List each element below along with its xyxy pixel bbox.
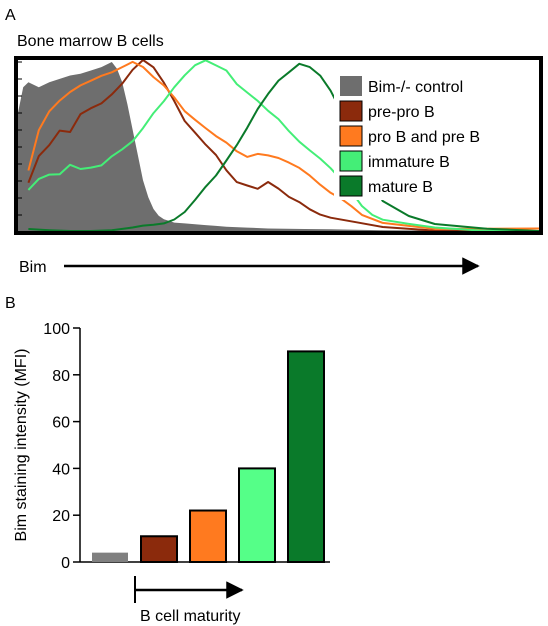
legend-label-bim-control: Bim-/- control bbox=[368, 79, 463, 96]
legend-swatch-pre-pro-b bbox=[339, 100, 363, 122]
histogram-frame bbox=[14, 56, 543, 235]
bar-immature-b bbox=[238, 467, 276, 563]
bar-y-tick-label: 100 bbox=[43, 321, 70, 338]
legend-background bbox=[334, 70, 524, 200]
legend-label-mature-b: mature B bbox=[368, 179, 433, 196]
panel-b-letter: B bbox=[5, 295, 16, 312]
series-immature-b bbox=[27, 59, 539, 232]
legend-swatch-immature-b bbox=[339, 150, 363, 172]
legend-swatch-mature-b bbox=[339, 175, 363, 197]
bar-y-tick-label: 80 bbox=[52, 368, 70, 385]
bar-y-axis-label: Bim staining intensity (MFI) bbox=[13, 349, 30, 542]
legend-label-pro-b-and-pre-b: pro B and pre B bbox=[368, 129, 480, 146]
bar-y-tick-label: 60 bbox=[52, 415, 70, 432]
bar-y-tick-label: 20 bbox=[52, 508, 70, 525]
bar-bim-control bbox=[92, 552, 128, 562]
series-bim-control bbox=[18, 62, 539, 231]
bar-pro-b-and-pre-b bbox=[189, 509, 227, 563]
legend-label-immature-b: immature B bbox=[368, 154, 450, 171]
histogram-legend: Bim-/- control pre-pro B pro B and pre B im… bbox=[334, 70, 524, 200]
panel-a-title: Bone marrow B cells bbox=[17, 33, 164, 50]
series-pre-pro-b bbox=[27, 59, 539, 232]
legend-label-pre-pro-b: pre-pro B bbox=[368, 104, 435, 121]
bar-pre-pro-b bbox=[140, 535, 178, 564]
panel-a-letter: A bbox=[5, 7, 16, 24]
bar-x-axis-label: B cell maturity bbox=[140, 608, 240, 625]
legend-swatch-bim-control bbox=[340, 76, 362, 96]
bar-y-tick-label: 0 bbox=[61, 555, 70, 572]
legend-swatch-pro-b-and-pre-b bbox=[339, 125, 363, 147]
histogram-x-axis-label: Bim bbox=[19, 259, 47, 276]
bar-mature-b bbox=[287, 350, 325, 563]
maturity-arrow bbox=[134, 576, 244, 603]
bar-y-tick-label: 40 bbox=[52, 461, 70, 478]
histogram-plot-area bbox=[14, 56, 543, 235]
histogram-y-ticks bbox=[18, 61, 22, 233]
bar-chart: 0 20 40 60 80 100 Bim staining intensity (MFI… bbox=[13, 321, 330, 572]
